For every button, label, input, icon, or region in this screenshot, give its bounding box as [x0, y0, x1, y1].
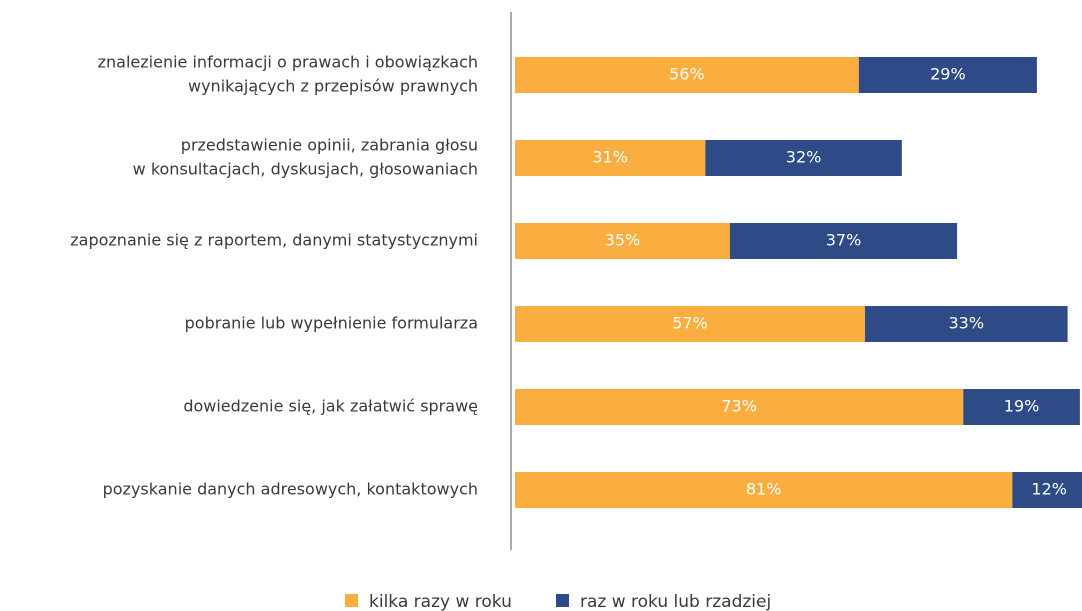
bar-segment — [515, 223, 730, 259]
value-label: 35% — [605, 231, 641, 250]
category-label: pozyskanie danych adresowych, kontaktowy… — [103, 480, 478, 499]
bar-segment — [515, 472, 1013, 508]
category-label: zapoznanie się z raportem, danymi statys… — [70, 231, 478, 250]
value-label: 37% — [826, 231, 862, 250]
category-label: wynikających z przepisów prawnych — [188, 77, 478, 96]
value-label: 32% — [786, 148, 822, 167]
bar-segment — [515, 57, 859, 93]
legend-label: kilka razy w roku — [369, 592, 512, 611]
category-label: przedstawienie opinii, zabrania głosu — [181, 136, 478, 155]
legend-swatch — [556, 594, 569, 607]
bar-segment — [729, 223, 958, 259]
value-label: 73% — [721, 397, 757, 416]
value-label: 56% — [669, 65, 705, 84]
bar-segment — [515, 140, 706, 176]
bar-segment — [515, 389, 964, 425]
value-label: 81% — [746, 480, 782, 499]
category-label: w konsultacjach, dyskusjach, głosowaniac… — [133, 160, 478, 179]
bar-segment — [858, 57, 1037, 93]
bar-segment — [515, 306, 865, 342]
value-label: 31% — [592, 148, 628, 167]
category-label: dowiedzenie się, jak załatwić sprawę — [183, 397, 478, 416]
bar-segment — [1012, 472, 1082, 508]
value-label: 19% — [1004, 397, 1040, 416]
category-label: pobranie lub wypełnienie formularza — [185, 314, 478, 333]
value-label: 29% — [930, 65, 966, 84]
value-label: 57% — [672, 314, 708, 333]
bar-segment — [864, 306, 1068, 342]
value-label: 12% — [1031, 480, 1067, 499]
legend-swatch — [345, 594, 358, 607]
value-label: 33% — [949, 314, 985, 333]
bar-segment — [705, 140, 902, 176]
legend-label: raz w roku lub rzadziej — [580, 592, 771, 611]
category-label: znalezienie informacji o prawach i obowi… — [98, 53, 478, 72]
bar-segment — [963, 389, 1080, 425]
